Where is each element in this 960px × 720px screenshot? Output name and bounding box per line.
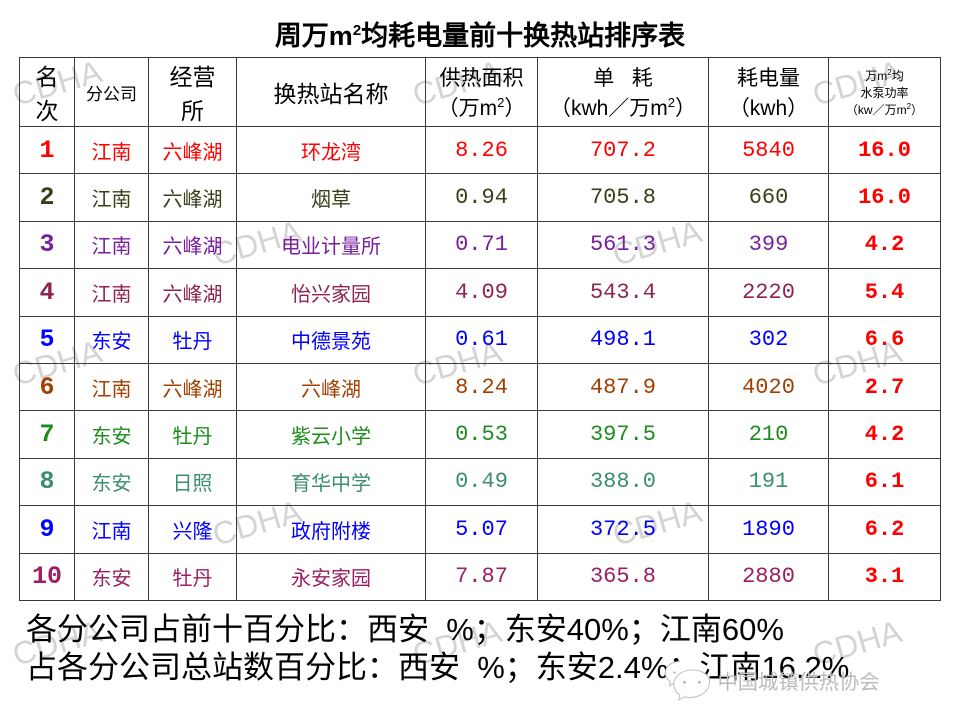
svg-text:中国城镇供热协会: 中国城镇供热协会 (718, 671, 880, 694)
